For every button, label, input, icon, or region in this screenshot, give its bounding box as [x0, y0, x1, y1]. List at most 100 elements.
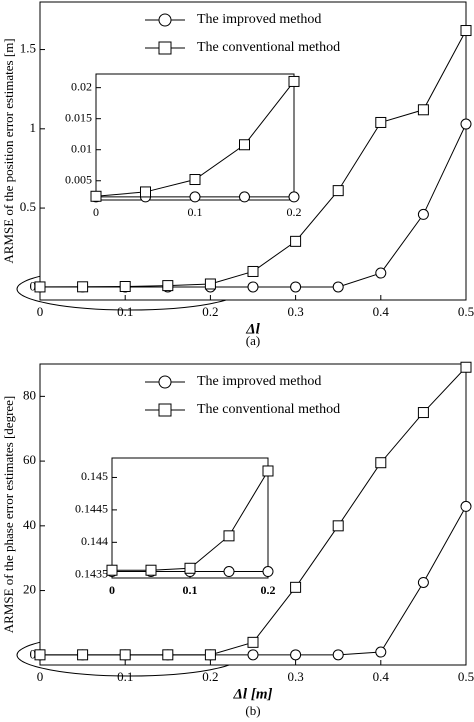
y-tick-label: 0.015 — [65, 110, 92, 124]
marker — [375, 116, 387, 128]
marker — [247, 281, 259, 293]
x-tick-label: 0.2 — [202, 304, 218, 319]
marker — [247, 636, 259, 648]
marker — [417, 104, 429, 116]
marker — [162, 649, 174, 661]
marker — [184, 562, 196, 574]
y-tick-label: 20 — [23, 582, 36, 597]
marker — [288, 75, 300, 87]
y-tick-label: 0 — [30, 646, 37, 661]
x-tick-label: 0 — [93, 205, 99, 219]
marker — [119, 280, 131, 292]
marker — [189, 191, 201, 203]
legend-marker — [158, 375, 172, 389]
marker — [290, 235, 302, 247]
y-tick-label: 80 — [23, 387, 36, 402]
x-tick-label: 0.5 — [458, 304, 474, 319]
x-tick-label: 0.2 — [287, 205, 302, 219]
x-tick-label: 0.1 — [117, 669, 133, 684]
y-tick-label: 40 — [23, 517, 36, 532]
y-tick-label: 0 — [30, 278, 37, 293]
marker — [332, 520, 344, 532]
y-tick-label: 0.144 — [81, 534, 108, 548]
y-tick-label: 1.5 — [20, 41, 36, 56]
legend-label: The conventional method — [197, 40, 340, 55]
y-axis-label: ARMSE of the phase error estimates [degr… — [1, 396, 16, 634]
x-tick-label: 0.3 — [287, 669, 303, 684]
caption: (a) — [246, 333, 260, 348]
y-tick-label: 0.145 — [81, 469, 108, 483]
y-tick-label: 0.01 — [71, 141, 92, 155]
marker — [460, 500, 472, 512]
x-tick-label: 0.2 — [261, 583, 276, 597]
marker — [375, 457, 387, 469]
marker — [417, 208, 429, 220]
x-tick-label: 0.4 — [373, 304, 390, 319]
marker — [77, 649, 89, 661]
x-tick-label: 0.2 — [202, 669, 218, 684]
legend-marker — [158, 403, 172, 417]
marker — [90, 190, 102, 202]
marker — [262, 465, 274, 477]
y-tick-label: 0.02 — [71, 79, 92, 93]
marker — [223, 566, 235, 578]
x-tick-label: 0.4 — [373, 669, 390, 684]
marker — [247, 649, 259, 661]
marker — [189, 174, 201, 186]
marker — [262, 566, 274, 578]
x-tick-label: 0.1 — [188, 205, 203, 219]
marker — [332, 185, 344, 197]
y-tick-label: 0.1435 — [75, 567, 108, 581]
x-tick-label: 0 — [37, 669, 44, 684]
marker — [332, 281, 344, 293]
marker — [140, 186, 151, 198]
y-axis-label: ARMSE of the position error estimates [m… — [1, 38, 16, 263]
y-tick-label: 0.5 — [20, 199, 36, 214]
marker — [239, 139, 250, 151]
marker — [239, 191, 250, 203]
marker — [34, 281, 46, 293]
marker — [460, 118, 472, 130]
marker — [460, 25, 472, 37]
marker — [145, 564, 157, 576]
x-axis-label: Δl [m] — [233, 686, 273, 702]
legend-marker — [158, 41, 172, 55]
marker — [417, 576, 429, 588]
marker — [460, 361, 472, 373]
marker — [290, 281, 302, 293]
marker — [204, 278, 216, 290]
marker — [34, 649, 46, 661]
y-tick-label: 60 — [23, 452, 36, 467]
legend-marker — [158, 13, 172, 27]
caption: (b) — [245, 703, 260, 718]
marker — [106, 564, 118, 576]
x-axis-label: Δl — [245, 321, 260, 337]
marker — [288, 191, 300, 203]
plot-area — [111, 457, 269, 579]
x-tick-label: 0 — [109, 583, 115, 597]
marker — [290, 581, 302, 593]
y-tick-label: 1 — [30, 120, 37, 135]
x-tick-label: 0.3 — [287, 304, 303, 319]
marker — [204, 649, 216, 661]
marker — [247, 265, 259, 277]
marker — [119, 649, 131, 661]
marker — [332, 649, 344, 661]
marker — [290, 649, 302, 661]
legend-label: The improved method — [197, 12, 321, 27]
marker — [162, 280, 174, 292]
x-tick-label: 0.1 — [117, 304, 133, 319]
legend-label: The conventional method — [197, 402, 340, 417]
marker — [375, 267, 387, 279]
legend-label: The improved method — [197, 374, 321, 389]
marker — [77, 281, 89, 293]
y-tick-label: 0.005 — [65, 173, 92, 187]
x-tick-label: 0.5 — [458, 669, 474, 684]
marker — [375, 646, 387, 658]
x-tick-label: 0 — [37, 304, 44, 319]
marker — [223, 530, 235, 542]
y-tick-label: 0.1445 — [75, 502, 108, 516]
x-tick-label: 0.1 — [183, 583, 198, 597]
marker — [417, 407, 429, 419]
